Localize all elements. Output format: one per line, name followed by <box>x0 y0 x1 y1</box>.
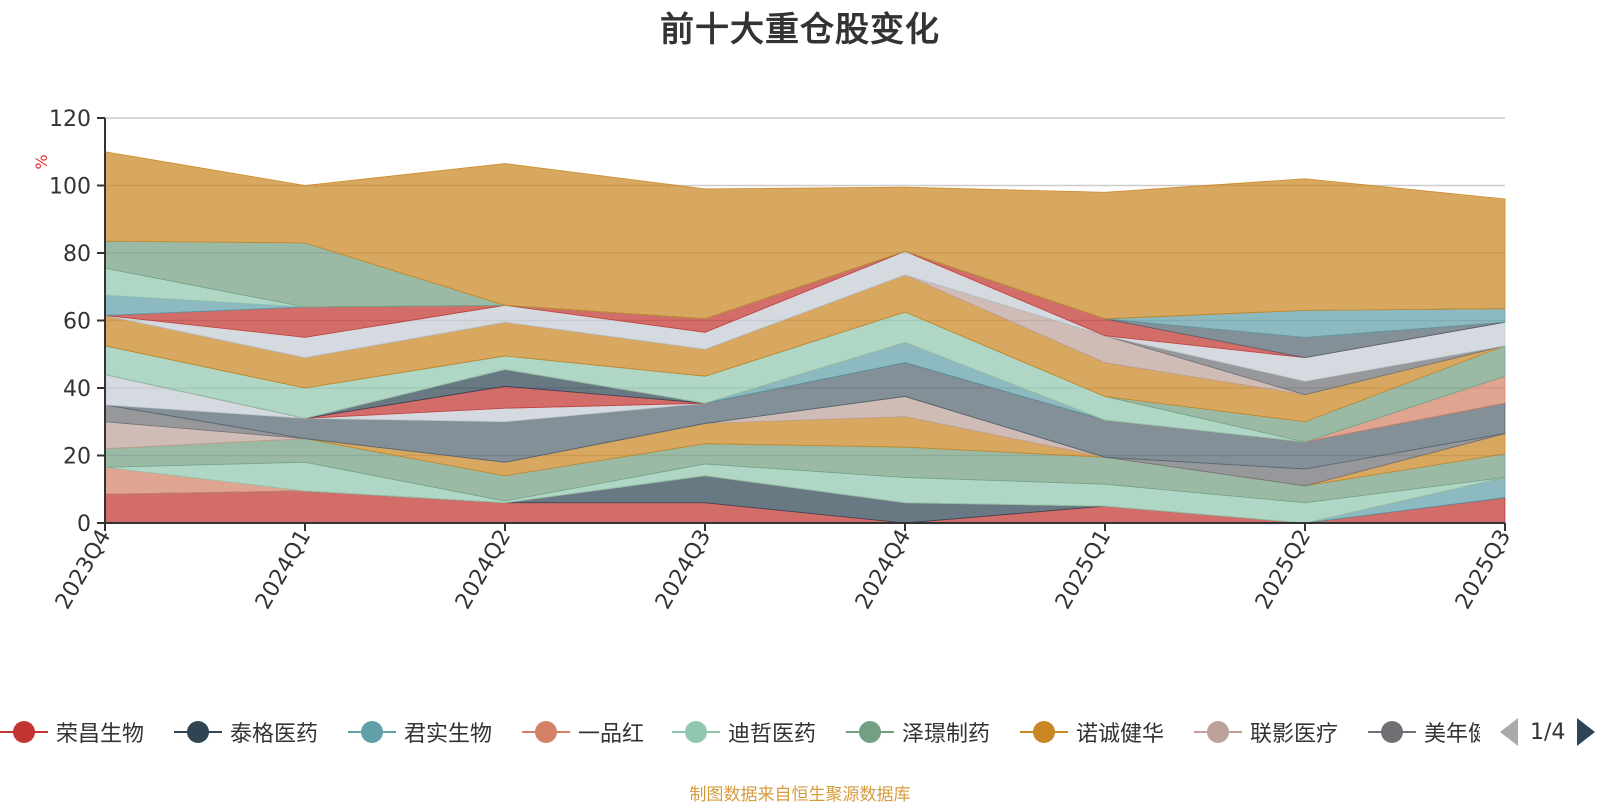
x-tick-label-4: 2024Q4 <box>851 526 916 614</box>
legend-marker-icon <box>672 720 720 744</box>
area-series-26 <box>104 151 1506 320</box>
legend-label: 诺诚健华 <box>1076 722 1165 747</box>
legend-label: 迪哲医药 <box>728 722 817 747</box>
area-layer <box>104 151 1506 524</box>
y-tick-label-120: 120 <box>49 107 91 132</box>
y-tick-label-100: 100 <box>49 175 91 200</box>
legend-label: 君实生物 <box>404 722 493 747</box>
x-tick-label-0: 2023Q4 <box>51 526 116 614</box>
legend-pager: 1/4 <box>1500 712 1596 752</box>
legend-item-3[interactable]: 一品红 <box>522 712 644 752</box>
legend-prev-arrow-icon[interactable] <box>1500 718 1518 746</box>
legend-label: 荣昌生物 <box>56 722 145 747</box>
y-tick-label-60: 60 <box>63 310 91 335</box>
legend-item-8[interactable]: 美年健康 <box>1368 712 1480 752</box>
legend-label: 泽璟制药 <box>902 722 991 747</box>
legend-marker-icon <box>1194 720 1242 744</box>
x-tick-label-7: 2025Q3 <box>1451 526 1516 614</box>
legend-item-0[interactable]: 荣昌生物 <box>0 712 144 752</box>
y-axis-label: % <box>32 154 51 169</box>
y-tick-label-80: 80 <box>63 242 91 267</box>
legend-marker-icon <box>522 720 570 744</box>
legend-item-1[interactable]: 泰格医药 <box>174 712 318 752</box>
chart-title: 前十大重仓股变化 <box>660 10 940 50</box>
legend-label: 美年健康 <box>1424 722 1480 747</box>
y-tick-label-0: 0 <box>77 512 91 537</box>
legend-item-2[interactable]: 君实生物 <box>348 712 492 752</box>
legend-marker-icon <box>846 720 894 744</box>
source-note: 制图数据来自恒生聚源数据库 <box>689 785 911 805</box>
legend-marker-icon <box>174 720 222 744</box>
legend: 荣昌生物 泰格医药 君实生物 一品红 迪哲医药 泽璟制药 诺诚健华 联影医疗 美年健康 <box>0 712 1480 752</box>
legend-next-arrow-icon[interactable] <box>1577 718 1596 746</box>
legend-marker-icon <box>1020 720 1068 744</box>
x-tick-label-5: 2025Q1 <box>1051 526 1116 614</box>
y-tick-label-40: 40 <box>63 377 91 402</box>
x-tick-label-2: 2024Q2 <box>451 526 516 614</box>
legend-item-7[interactable]: 联影医疗 <box>1194 712 1338 752</box>
legend-label: 联影医疗 <box>1250 722 1339 747</box>
legend-marker-icon <box>1368 720 1416 744</box>
legend-item-6[interactable]: 诺诚健华 <box>1020 712 1164 752</box>
legend-item-4[interactable]: 迪哲医药 <box>672 712 816 752</box>
legend-label: 一品红 <box>578 722 645 747</box>
legend-page-indicator: 1/4 <box>1530 719 1566 745</box>
x-tick-label-1: 2024Q1 <box>251 526 316 614</box>
legend-marker-icon <box>348 720 396 744</box>
legend-marker-icon <box>0 720 48 744</box>
y-tick-label-20: 20 <box>63 445 91 470</box>
legend-item-5[interactable]: 泽璟制药 <box>846 712 990 752</box>
x-tick-label-3: 2024Q3 <box>651 526 716 614</box>
x-tick-label-6: 2025Q2 <box>1251 526 1316 614</box>
legend-label: 泰格医药 <box>230 722 319 747</box>
